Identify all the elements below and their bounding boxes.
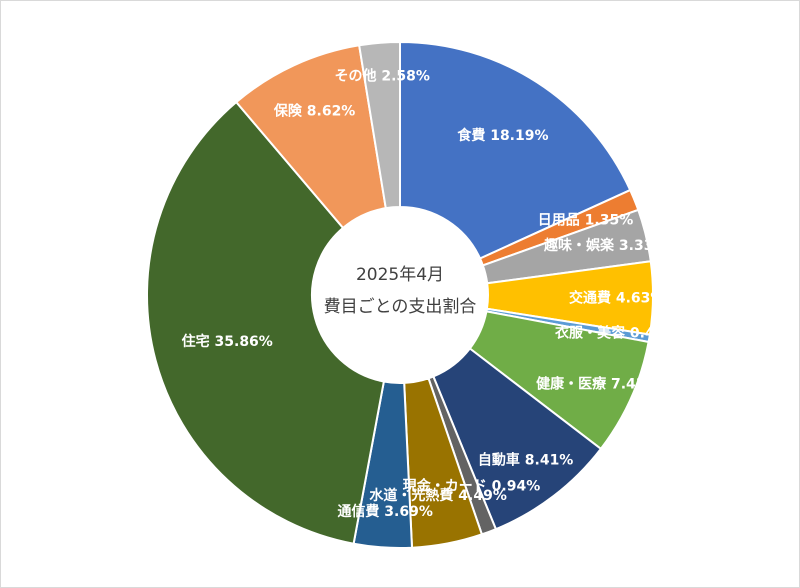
chart-title-line1: 2025年4月 — [356, 265, 444, 285]
chart-title-line2: 費目ごとの支出割合 — [324, 297, 477, 317]
slice-12 — [358, 40, 401, 210]
slice-label-4: 衣服・美容 0.47% — [555, 325, 678, 342]
donut-slices — [146, 40, 654, 549]
slice-label-0: 食費 18.19% — [457, 127, 548, 144]
slice-label-2: 趣味・娯楽 3.33% — [543, 237, 667, 254]
slice-label-7: 現金・カード 0.94% — [403, 478, 540, 495]
slice-0 — [399, 40, 632, 260]
slice-label-3: 交通費 4.63% — [569, 290, 664, 307]
slice-label-10: 住宅 35.86% — [182, 333, 273, 350]
slice-6 — [432, 347, 603, 531]
slice-label-9: 通信費 3.69% — [337, 503, 432, 520]
slice-labels: 食費 18.19% 日用品 1.35% 趣味・娯楽 3.33% 交通費 4.63% 衣服… — [182, 68, 679, 520]
slice-label-5: 健康・医療 7.43% — [536, 375, 659, 392]
slice-10 — [146, 100, 386, 545]
slice-label-1: 日用品 1.35% — [538, 213, 633, 229]
slice-label-8: 水道・光熱費 4.49% — [369, 487, 506, 504]
slice-label-12: その他 2.58% — [334, 68, 429, 85]
slice-label-11: 保険 8.62% — [273, 102, 355, 119]
slice-label-6: 自動車 8.41% — [478, 451, 573, 468]
